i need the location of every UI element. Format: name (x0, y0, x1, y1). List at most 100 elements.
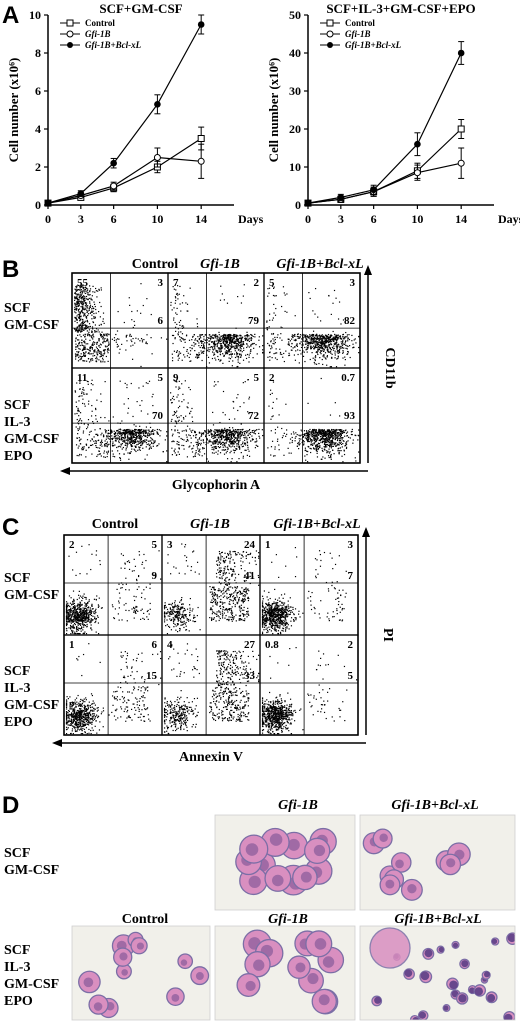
line-chart-1: SCF+GM-CSF 0 2 4 6 8 10 0 3 6 10 14 Days Cell number … (6, 1, 264, 226)
data-point (153, 154, 161, 161)
cell (311, 988, 337, 1015)
cell-nucleus (295, 962, 306, 973)
plot-border (259, 634, 359, 736)
event-dots (163, 543, 260, 635)
x-tick-label: 6 (371, 212, 377, 226)
cell-nucleus (443, 1005, 449, 1011)
flow-plot-r2-c2: 9 5 72 (167, 367, 265, 464)
quadrant-value-upper-right: 2 (254, 277, 260, 289)
flow-plot-r1-c1: 55 3 6 (71, 272, 169, 369)
x-arrow-head (52, 739, 62, 747)
micrograph-frame (214, 925, 356, 1021)
cell-nucleus (272, 874, 284, 887)
cell (379, 874, 401, 896)
y-arrow-head (362, 527, 370, 537)
cell-nucleus (461, 960, 469, 968)
cell-nucleus (458, 994, 467, 1003)
cells (369, 927, 515, 1020)
quadrant-value-lower-right: 5 (348, 670, 354, 682)
row-label-scf-il3-gmcsf-epo: SCF IL-3 GM-CSF EPO (4, 664, 60, 730)
cell (88, 994, 109, 1015)
cell-nucleus (119, 952, 128, 961)
cell (287, 955, 311, 979)
quadrant-value-upper-left: 7 (173, 277, 179, 289)
micrograph-frame (71, 925, 211, 1021)
cell (372, 828, 393, 849)
series-gfi-1b (304, 147, 465, 207)
cell (439, 853, 462, 876)
cell (239, 834, 269, 864)
micrograph-scf-il3-gmcsf-epo-gfi1b-bclxl (359, 925, 516, 1021)
quadrant-value-lower-right: 93 (344, 410, 356, 422)
cell (166, 987, 185, 1006)
legend-marker (327, 42, 333, 48)
y-axis-label: Cell number (x10⁶) (266, 58, 281, 163)
quadrant-value-upper-right: 3 (158, 277, 164, 289)
event-dots (65, 544, 162, 635)
x-tick-label: 0 (305, 212, 311, 226)
cell (400, 878, 423, 901)
y-axis-label: Cell number (x10⁶) (6, 58, 21, 163)
cell-nucleus (322, 956, 335, 968)
quadrant-value-upper-right: 24 (244, 539, 256, 551)
quadrant-value-lower-right: 72 (248, 410, 260, 422)
quadrant-value-upper-right: 2 (348, 639, 354, 651)
quadrant-value-upper-left: 2 (69, 539, 75, 551)
micrograph-images (71, 814, 516, 1021)
quadrant-value-lower-right: 33 (244, 670, 256, 682)
x-tick-label: 0 (45, 212, 51, 226)
cell-nucleus (474, 987, 484, 996)
x-axis-label: Glycophorin A (172, 478, 261, 493)
row-label-scf-gmcsf: SCF GM-CSF (4, 301, 60, 333)
y-tick-label: 4 (35, 122, 41, 136)
quadrant-value-upper-left: 0.8 (265, 639, 279, 651)
row-label-scf-gmcsf: SCF GM-CSF (4, 571, 60, 603)
y-axis-label: PI (380, 628, 395, 642)
quadrant-value-lower-right: 15 (146, 670, 158, 682)
series-gfi-1b-bcl-xl (304, 41, 465, 207)
x-tick-label: 10 (151, 212, 163, 226)
series-gfi-1b-bcl-xl (44, 14, 205, 207)
cell-nucleus (504, 1013, 513, 1020)
column-label-gfi1b-bclxl: Gfi-1B+Bcl-xL (276, 257, 364, 272)
row-label-scf-il3-gmcsf-epo: SCF IL-3 GM-CSF EPO (4, 943, 60, 1009)
y-tick-label: 8 (35, 46, 41, 60)
line-chart-2: SCF+IL-3+GM-CSF+EPO 0 10 20 30 40 50 0 3 6 10 14 Day… (266, 1, 520, 226)
flow-plot-r2-c3: 2 0.7 93 (263, 367, 361, 464)
micrograph-frame (359, 814, 516, 911)
cell-nucleus (452, 942, 459, 948)
quadrant-value-upper-left: 11 (77, 372, 87, 384)
quadrant-value-upper-left: 3 (167, 539, 173, 551)
quadrant-value-lower-right: 9 (152, 570, 158, 582)
cell-nucleus (180, 959, 188, 966)
quadrant-value-lower-right: 79 (248, 315, 260, 327)
panel-a-charts: SCF+GM-CSF 0 2 4 6 8 10 0 3 6 10 14 Days Cell number … (6, 1, 520, 226)
y-arrow-head (364, 265, 372, 275)
cell-nucleus (507, 933, 515, 943)
micrograph-frame (359, 925, 516, 1021)
quadrant-value-lower-right: 7 (348, 570, 354, 582)
quadrant-value-upper-right: 6 (152, 639, 158, 651)
cell (292, 864, 318, 891)
y-axis-label: CD11b (382, 347, 397, 388)
panel-b-flow-cytometry: Control Gfi-1B Gfi-1B+Bcl-xL SCF GM-CSF … (0, 255, 520, 495)
event-dots (74, 379, 168, 463)
quadrant-value-upper-left: 1 (69, 639, 75, 651)
cell-nucleus (269, 833, 283, 846)
panel-c-flow-cytometry: Control Gfi-1B Gfi-1B+Bcl-xL SCF GM-CSF … (0, 515, 520, 775)
series-line (47, 24, 202, 204)
cell (190, 966, 210, 986)
micrograph-scf-il3-gmcsf-epo-gfi1b (214, 925, 356, 1021)
cell-nucleus (395, 859, 404, 869)
y-tick-label: 2 (35, 160, 41, 174)
event-dots (73, 283, 168, 368)
legend-marker (66, 30, 74, 38)
y-tick-label: 10 (289, 160, 301, 174)
quadrant-value-upper-left: 5 (269, 277, 275, 289)
data-point (197, 135, 205, 142)
y-tick-label: 20 (289, 122, 301, 136)
cell-nucleus (491, 938, 498, 944)
cell (390, 852, 412, 873)
cell (369, 927, 411, 969)
